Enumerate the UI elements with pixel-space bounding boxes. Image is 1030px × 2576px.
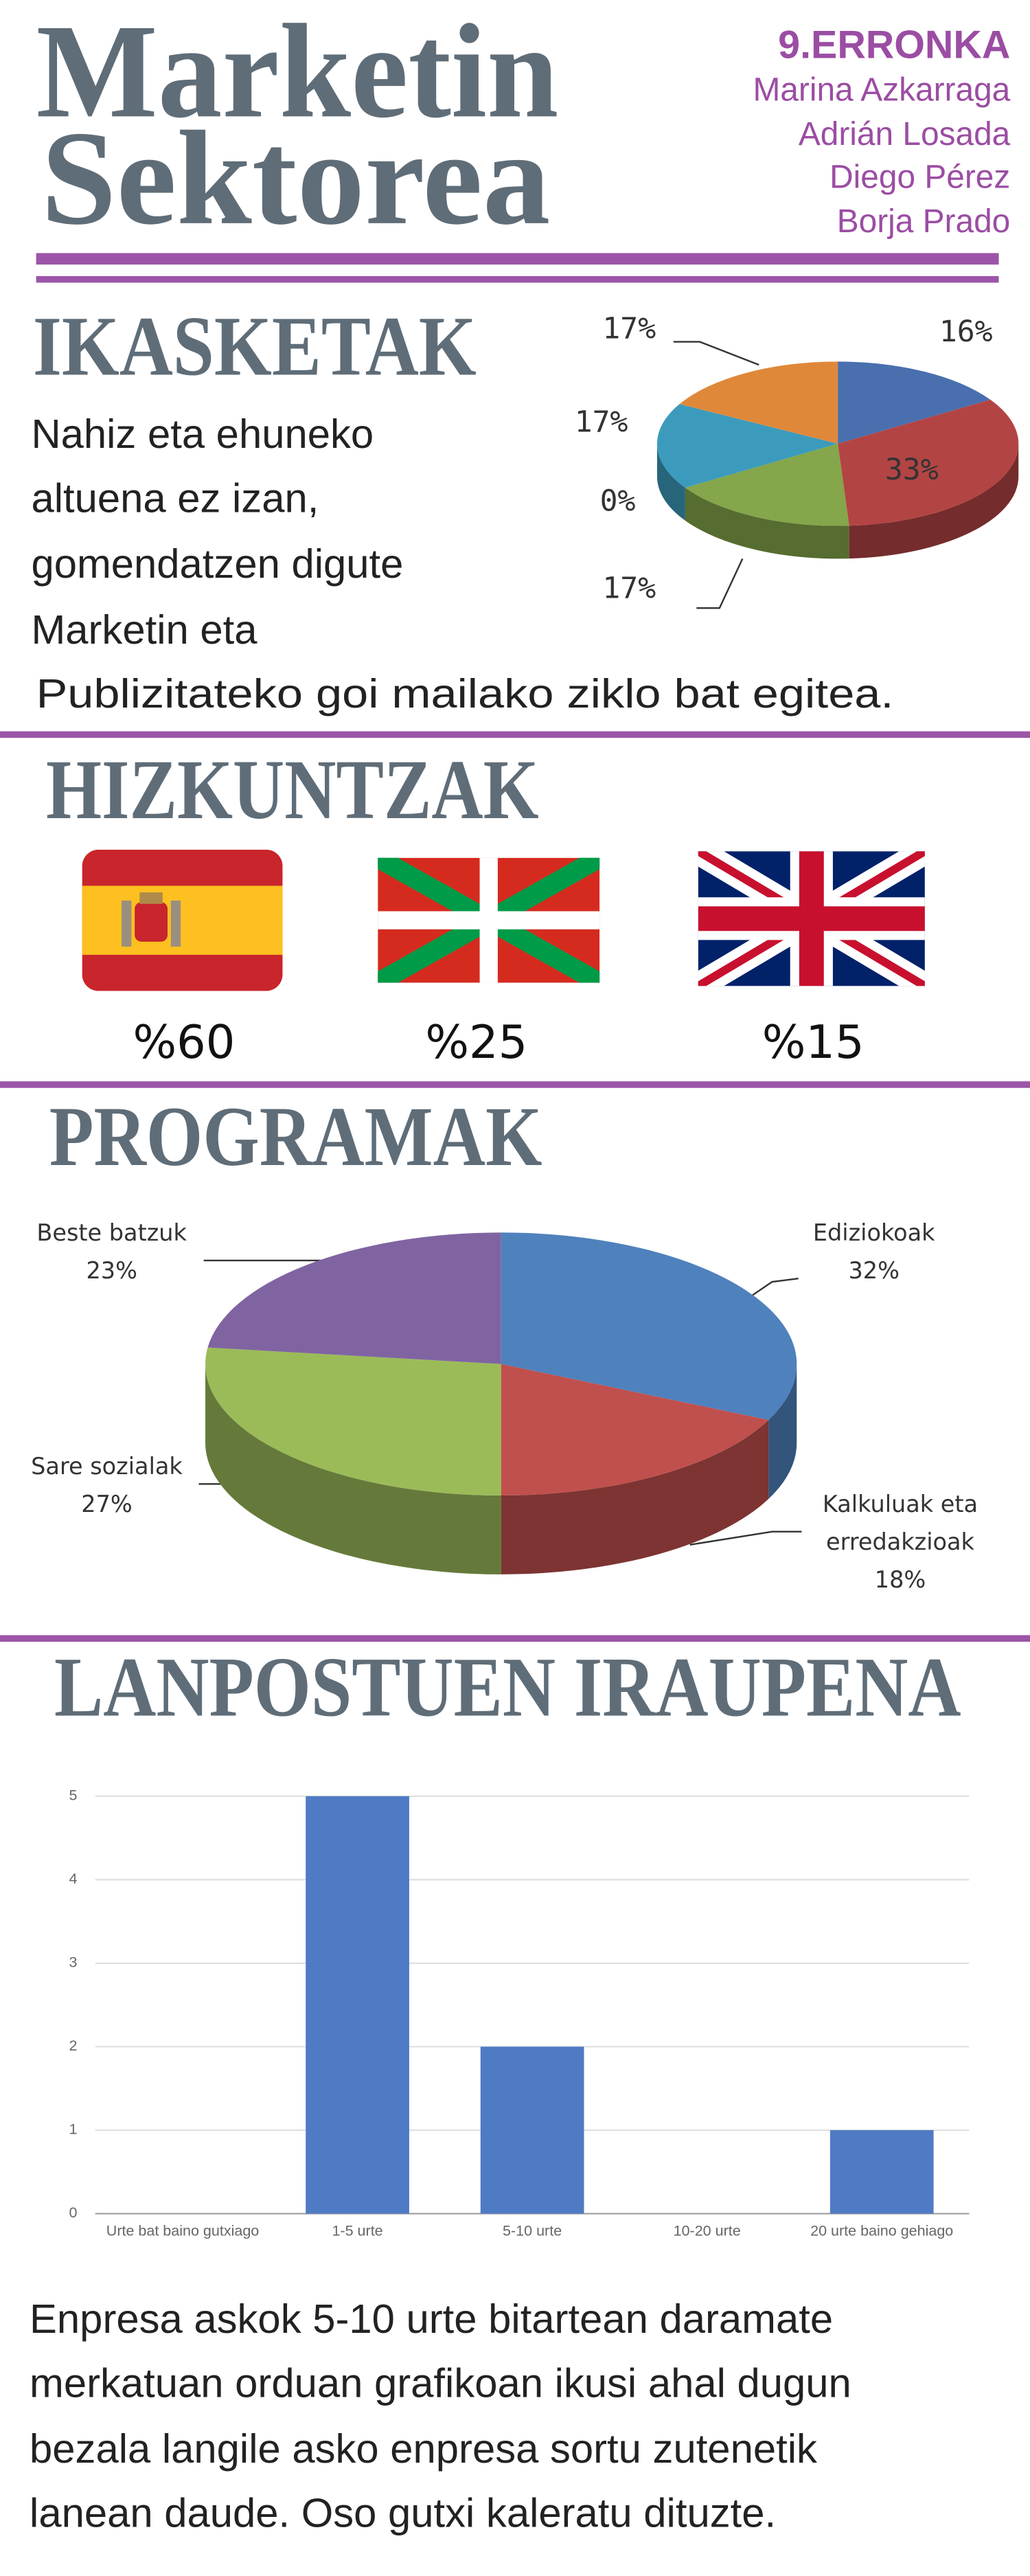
y-tick-label: 1 — [69, 2121, 77, 2138]
pie-side — [685, 488, 849, 559]
flag-basque — [378, 857, 600, 983]
pie-slice — [656, 404, 838, 488]
pie-label: Ediziokoak 32% — [751, 1216, 997, 1291]
y-tick-label: 2 — [69, 2037, 77, 2054]
x-tick-label: Urte bat baino gutxiago — [106, 2222, 260, 2239]
y-tick-label: 4 — [69, 1871, 77, 1887]
heading: IKASKETAK — [33, 298, 477, 393]
divider — [0, 731, 1030, 738]
body-text: altuena ez izan, — [31, 475, 319, 521]
pie-slice — [679, 361, 838, 444]
bar — [480, 2046, 584, 2214]
pie-slice — [207, 1232, 501, 1364]
body-text: Enpresa askok 5-10 urte bitartean darama… — [30, 2296, 833, 2342]
data-label: 23% — [86, 1258, 137, 1285]
body-text: gomendatzen digute — [31, 541, 403, 587]
data-label: 17% — [602, 311, 656, 346]
data-label: 33% — [885, 453, 939, 487]
pie-side — [501, 1420, 769, 1574]
flag-spain — [82, 849, 283, 991]
y-tick-label: 3 — [69, 1954, 77, 1971]
divider — [0, 1635, 1030, 1642]
body-text: bezala langile asko enpresa sortu zutene… — [30, 2426, 817, 2472]
pie-side — [849, 443, 1019, 559]
data-label: 16% — [939, 315, 993, 349]
pie-label-box: Kalkuluak eta erredakzioak 18% — [808, 1487, 992, 1601]
bar — [306, 1796, 409, 2214]
body-text: merkatuan orduan grafikoan ikusi ahal du… — [30, 2360, 851, 2406]
language-share: %60 — [133, 1015, 236, 1069]
body-text: lanean daude. Oso gutxi kaleratu dituzte… — [30, 2489, 776, 2535]
pie-side — [656, 443, 685, 521]
divider — [0, 1081, 1030, 1088]
y-tick-label: 0 — [69, 2204, 77, 2221]
category-label: Beste batzuk — [36, 1221, 187, 1247]
pie-label: Kalkuluak eta erredakzioak 18% — [808, 1487, 992, 1601]
title: Sektorea — [41, 104, 551, 253]
heading: PROGRAMAK — [49, 1089, 542, 1184]
divider — [36, 275, 999, 283]
data-label: 32% — [848, 1258, 900, 1285]
pie-label: Sare sozialak 27% — [0, 1449, 230, 1525]
pie-slice — [685, 443, 849, 526]
category-label: Ediziokoak — [812, 1221, 935, 1247]
pie-slice — [838, 399, 1019, 526]
flag-uk — [698, 851, 925, 986]
body-text: Marketin eta — [31, 607, 258, 653]
pie-side — [768, 1364, 797, 1499]
title: Marketin — [36, 0, 559, 146]
x-tick-label: 1-5 urte — [332, 2222, 382, 2239]
bar — [829, 2129, 934, 2214]
author: Adrián Losada — [799, 116, 1011, 152]
author: Diego Pérez — [829, 159, 1010, 195]
pie-label-box: Sare sozialak 27% — [0, 1449, 230, 1525]
data-label: 0% — [600, 484, 636, 519]
leader-line — [673, 341, 759, 609]
pie-slice — [501, 1232, 797, 1421]
author: Marina Azkarraga — [753, 72, 1010, 109]
x-tick-label: 5-10 urte — [503, 2222, 562, 2239]
pie-slice — [501, 1364, 769, 1496]
author: Borja Prado — [837, 203, 1011, 240]
language-share: %15 — [762, 1015, 865, 1069]
data-label: 18% — [874, 1568, 926, 1594]
data-label: 17% — [575, 405, 628, 440]
body-text: Nahiz eta ehuneko — [31, 411, 374, 457]
category-label: Sare sozialak — [31, 1454, 183, 1481]
body-text: Publizitateko goi mailako ziklo bat egit… — [36, 670, 894, 716]
pie-slice — [205, 1347, 501, 1496]
pie-slice — [838, 361, 991, 444]
heading: LANPOSTUEN IRAUPENA — [54, 1639, 961, 1734]
leader-line — [198, 1259, 802, 1546]
divider — [36, 253, 999, 265]
data-label: 17% — [602, 571, 656, 605]
pie-label: Beste batzuk 23% — [0, 1216, 235, 1291]
data-label: 27% — [81, 1492, 133, 1519]
heading: HIZKUNTZAK — [46, 742, 539, 837]
category-label: Kalkuluak eta erredakzioak — [822, 1492, 978, 1557]
x-tick-label: 10-20 urte — [674, 2222, 741, 2239]
language-share: %25 — [425, 1015, 527, 1069]
x-tick-label: 20 urte baino gehiago — [810, 2222, 953, 2239]
pie-label-box: Beste batzuk 23% — [0, 1216, 235, 1291]
y-tick-label: 5 — [69, 1787, 77, 1804]
pie-side — [205, 1364, 501, 1574]
group: 9.ERRONKA — [778, 23, 1010, 67]
pie-label-box: Ediziokoak 32% — [751, 1216, 997, 1291]
